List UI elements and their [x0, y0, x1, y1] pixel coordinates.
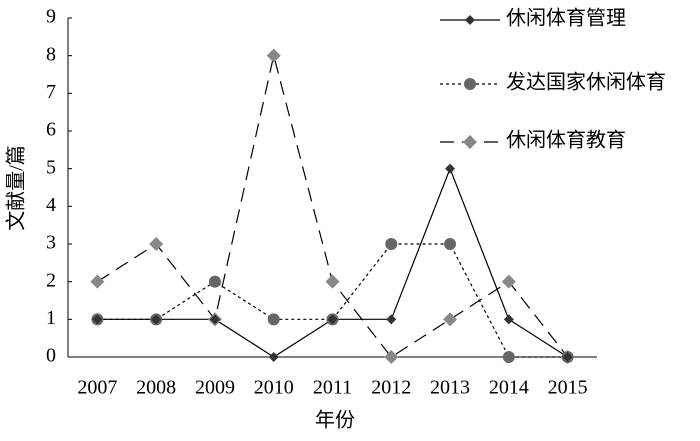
legend-marker	[465, 15, 475, 25]
y-tick-label: 5	[46, 156, 56, 178]
data-point	[209, 314, 220, 325]
data-point	[445, 163, 456, 174]
x-tick-label: 2013	[430, 377, 470, 399]
data-point	[502, 351, 515, 363]
legend-label: 休闲体育教育	[506, 129, 626, 152]
data-point	[562, 352, 573, 362]
x-tick-label: 2011	[313, 377, 352, 399]
data-point	[208, 275, 221, 288]
series-line	[97, 167, 568, 358]
x-tick-label: 2014	[489, 377, 529, 399]
data-point	[151, 314, 162, 325]
x-axis-label: 年份	[315, 409, 355, 432]
y-tick-label: 8	[46, 43, 56, 65]
x-tick-label: 2015	[548, 377, 588, 399]
x-tick-label: 2010	[254, 377, 294, 399]
data-point	[501, 274, 516, 289]
data-point	[267, 313, 280, 326]
data-point	[386, 314, 397, 325]
legend-label: 发达国家休闲体育	[506, 71, 666, 94]
data-point	[384, 350, 399, 364]
x-tick-label: 2008	[136, 377, 176, 399]
data-point	[149, 237, 164, 251]
y-tick-label: 6	[46, 119, 56, 141]
x-tick-label: 2007	[77, 377, 117, 399]
data-point	[443, 312, 458, 327]
legend-label: 休闲体育管理	[506, 7, 626, 30]
data-point	[92, 314, 103, 325]
data-point	[503, 314, 514, 325]
y-tick-label: 3	[46, 232, 56, 254]
data-point	[266, 48, 281, 63]
data-point	[268, 352, 279, 362]
y-tick-label: 2	[46, 269, 56, 291]
data-point	[90, 274, 105, 289]
x-tick-label: 2012	[371, 377, 411, 399]
data-point	[385, 238, 398, 250]
y-tick-label: 0	[46, 345, 56, 367]
legend-marker	[463, 135, 477, 149]
series-line	[97, 243, 568, 358]
y-tick-label: 1	[46, 307, 56, 329]
data-point	[325, 274, 340, 289]
y-axis-label: 文献量/篇	[5, 145, 28, 231]
y-tick-label: 4	[46, 194, 56, 216]
y-tick-label: 7	[46, 81, 56, 103]
data-point	[327, 314, 338, 325]
y-tick-label: 9	[46, 6, 56, 28]
legend-marker	[464, 78, 476, 90]
x-tick-label: 2009	[195, 377, 235, 399]
data-point	[444, 238, 457, 250]
